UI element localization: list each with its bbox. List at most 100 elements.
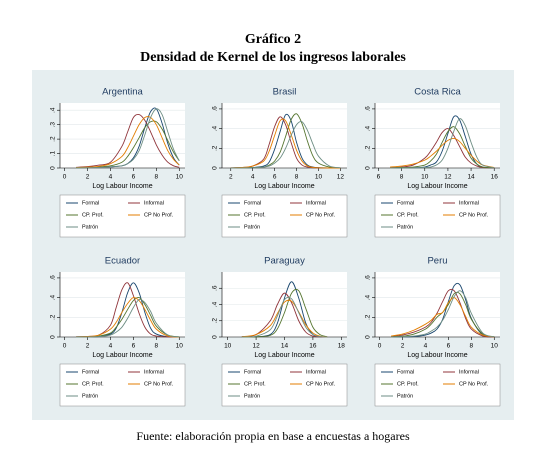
x-tick-label: 12 xyxy=(252,343,260,350)
panel: Brasil 0 .2 .4 .6 2 4 6 8 10 12 Log Labour Income Fo… xyxy=(212,87,348,238)
y-tick-label: 0 xyxy=(365,335,372,339)
legend-label: Formal xyxy=(397,369,414,375)
x-tick-label: 10 xyxy=(224,343,232,350)
x-tick-label: 10 xyxy=(315,174,323,181)
panel: Costa Rica 0 .2 .4 .6 6 8 10 12 14 16 Log Labour In… xyxy=(365,87,501,238)
y-tick-label: .3 xyxy=(50,122,57,128)
subtitle: Densidad de Kernel de los ingresos labor… xyxy=(140,50,406,65)
x-tick-label: 18 xyxy=(338,343,346,350)
panel-title: Argentina xyxy=(102,87,143,98)
y-tick-label: 0 xyxy=(50,335,57,339)
x-tick-label: 4 xyxy=(109,343,113,350)
density-line xyxy=(76,116,180,169)
y-tick-label: .6 xyxy=(212,285,219,291)
legend-label: Formal xyxy=(82,200,99,206)
panel: Paraguay 0 .2 .4 .6 10 12 14 16 18 Log Labour Inco… xyxy=(212,256,348,407)
x-tick-label: 6 xyxy=(132,343,136,350)
x-tick-label: 6 xyxy=(377,174,381,181)
panel-title: Paraguay xyxy=(264,256,305,267)
density-line xyxy=(76,120,180,169)
x-tick-label: 14 xyxy=(281,343,289,350)
legend-label: CP No Prof. xyxy=(144,212,174,218)
y-tick-label: .6 xyxy=(50,275,57,281)
x-tick-label: 12 xyxy=(337,174,345,181)
y-tick-label: .2 xyxy=(365,314,372,320)
x-tick-label: 6 xyxy=(273,174,277,181)
legend-label: Formal xyxy=(397,200,414,206)
density-line xyxy=(76,113,180,168)
x-axis-label: Log Labour Income xyxy=(254,352,314,359)
panel-title: Peru xyxy=(427,256,447,267)
y-tick-label: .4 xyxy=(365,126,372,132)
x-tick-label: 8 xyxy=(470,343,474,350)
legend-label: CP No Prof. xyxy=(306,212,336,218)
x-tick-label: 10 xyxy=(421,174,429,181)
x-tick-label: 0 xyxy=(378,343,382,350)
legend xyxy=(374,363,501,407)
density-line xyxy=(391,282,495,338)
density-line xyxy=(391,290,495,338)
y-tick-label: .6 xyxy=(365,275,372,281)
x-tick-label: 8 xyxy=(400,174,404,181)
panel: Peru 0 .2 .4 .6 0 2 4 6 8 10 Log Labour Income Forma… xyxy=(365,256,501,407)
y-tick-label: .2 xyxy=(50,136,57,142)
y-tick-label: .4 xyxy=(212,126,219,132)
x-tick-label: 2 xyxy=(401,343,405,350)
density-line xyxy=(390,137,495,168)
legend-label: Informal xyxy=(144,369,164,375)
density-line xyxy=(241,299,328,338)
density-line xyxy=(390,297,495,338)
x-tick-label: 14 xyxy=(467,174,475,181)
y-tick-label: .2 xyxy=(365,145,372,151)
legend-label: Informal xyxy=(306,200,326,206)
legend-label: Informal xyxy=(459,369,479,375)
legend-label: Patrón xyxy=(82,224,98,230)
density-line xyxy=(241,296,328,338)
legend-label: CP No Prof. xyxy=(459,212,489,218)
x-tick-label: 8 xyxy=(155,174,159,181)
panel: Argentina 0 .1 .2 .3 .4 0 2 4 6 8 10 Log Labour Inco… xyxy=(50,87,186,238)
x-tick-label: 2 xyxy=(229,174,233,181)
source: Fuente: elaboración propia en base a enc… xyxy=(136,429,410,443)
density-line xyxy=(76,297,180,338)
panel-title: Costa Rica xyxy=(414,87,461,98)
y-tick-label: .2 xyxy=(212,145,219,151)
x-tick-label: 4 xyxy=(251,174,255,181)
legend-label: CP No Prof. xyxy=(306,381,336,387)
legend-label: Patrón xyxy=(82,393,98,399)
legend-label: Patrón xyxy=(244,224,260,230)
density-line xyxy=(76,108,180,169)
y-tick-label: .6 xyxy=(365,106,372,112)
y-tick-label: 0 xyxy=(212,335,219,339)
plot-area xyxy=(60,103,185,168)
legend-label: Informal xyxy=(306,369,326,375)
density-line xyxy=(241,288,328,338)
x-tick-label: 6 xyxy=(132,174,136,181)
legend xyxy=(221,194,348,238)
legend-label: Patrón xyxy=(244,393,260,399)
legend xyxy=(59,194,186,238)
plot-area xyxy=(375,272,500,337)
panel-title: Ecuador xyxy=(105,256,140,267)
legend-label: Informal xyxy=(459,200,479,206)
density-line xyxy=(230,118,341,169)
y-tick-label: 0 xyxy=(212,166,219,170)
x-tick-label: 6 xyxy=(447,343,451,350)
legend xyxy=(59,363,186,407)
legend-label: Formal xyxy=(244,369,261,375)
legend-label: CP. Prof. xyxy=(82,381,104,387)
legend-label: CP No Prof. xyxy=(144,381,174,387)
legend-label: CP. Prof. xyxy=(397,381,419,387)
legend xyxy=(221,363,348,407)
legend-label: Formal xyxy=(244,200,261,206)
x-tick-label: 10 xyxy=(491,343,499,350)
density-line xyxy=(391,291,495,338)
x-tick-label: 16 xyxy=(309,343,317,350)
density-line xyxy=(390,288,495,338)
x-tick-label: 8 xyxy=(155,343,159,350)
legend-label: CP. Prof. xyxy=(82,212,104,218)
x-axis-label: Log Labour Income xyxy=(92,352,152,359)
x-tick-label: 4 xyxy=(424,343,428,350)
x-axis-label: Log Labour Income xyxy=(92,183,152,190)
